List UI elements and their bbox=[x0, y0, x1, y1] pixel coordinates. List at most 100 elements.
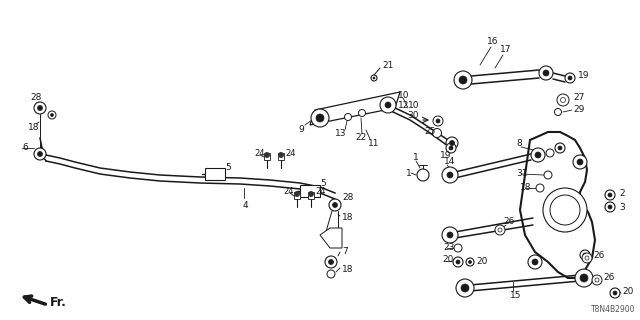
Circle shape bbox=[344, 114, 351, 121]
Circle shape bbox=[446, 143, 456, 153]
Circle shape bbox=[546, 149, 554, 157]
Text: 12: 12 bbox=[398, 100, 410, 109]
Text: 20: 20 bbox=[622, 286, 634, 295]
Circle shape bbox=[605, 190, 615, 200]
Polygon shape bbox=[520, 132, 595, 278]
Text: 21: 21 bbox=[382, 60, 394, 69]
Text: 5: 5 bbox=[225, 163, 231, 172]
Text: 9: 9 bbox=[298, 125, 304, 134]
Text: 24: 24 bbox=[254, 148, 264, 157]
Circle shape bbox=[583, 253, 587, 257]
Circle shape bbox=[449, 146, 453, 150]
Circle shape bbox=[543, 188, 587, 232]
Circle shape bbox=[557, 94, 569, 106]
Circle shape bbox=[371, 75, 377, 81]
Text: 4: 4 bbox=[243, 201, 248, 210]
Text: 28: 28 bbox=[342, 194, 353, 203]
Text: 6: 6 bbox=[22, 143, 28, 153]
Text: 27: 27 bbox=[573, 93, 584, 102]
Circle shape bbox=[595, 278, 599, 282]
Circle shape bbox=[555, 143, 565, 153]
Circle shape bbox=[585, 256, 589, 260]
Text: 26: 26 bbox=[603, 274, 614, 283]
Circle shape bbox=[532, 259, 538, 265]
Bar bbox=[294, 192, 300, 199]
Circle shape bbox=[38, 106, 42, 110]
Circle shape bbox=[34, 148, 46, 160]
Circle shape bbox=[327, 270, 335, 278]
Text: 19: 19 bbox=[578, 70, 589, 79]
Circle shape bbox=[536, 184, 544, 192]
Circle shape bbox=[278, 153, 284, 157]
Text: 17: 17 bbox=[500, 45, 511, 54]
Circle shape bbox=[48, 111, 56, 119]
Text: 24: 24 bbox=[285, 148, 296, 157]
Text: 28: 28 bbox=[30, 93, 42, 102]
Text: 26: 26 bbox=[503, 218, 515, 227]
Circle shape bbox=[316, 114, 324, 122]
Text: 31: 31 bbox=[516, 170, 527, 179]
Circle shape bbox=[328, 260, 333, 265]
Text: 14: 14 bbox=[444, 157, 456, 166]
Circle shape bbox=[433, 116, 443, 126]
Circle shape bbox=[385, 102, 391, 108]
Text: 3: 3 bbox=[619, 203, 625, 212]
Circle shape bbox=[325, 256, 337, 268]
Circle shape bbox=[453, 257, 463, 267]
Circle shape bbox=[565, 73, 575, 83]
Text: 20: 20 bbox=[442, 255, 453, 265]
Circle shape bbox=[447, 172, 453, 178]
Circle shape bbox=[442, 227, 458, 243]
Text: 18: 18 bbox=[342, 266, 353, 275]
Circle shape bbox=[610, 288, 620, 298]
FancyBboxPatch shape bbox=[205, 168, 225, 180]
Circle shape bbox=[358, 109, 365, 116]
Circle shape bbox=[454, 71, 472, 89]
Text: 7: 7 bbox=[342, 247, 348, 257]
Circle shape bbox=[466, 258, 474, 266]
Circle shape bbox=[573, 155, 587, 169]
Text: 30: 30 bbox=[407, 111, 419, 121]
Circle shape bbox=[51, 114, 54, 116]
Text: 8: 8 bbox=[516, 140, 522, 148]
Circle shape bbox=[608, 193, 612, 197]
Bar bbox=[264, 153, 270, 160]
Circle shape bbox=[380, 97, 396, 113]
Circle shape bbox=[264, 153, 269, 157]
Text: 15: 15 bbox=[510, 291, 522, 300]
Circle shape bbox=[417, 169, 429, 181]
Circle shape bbox=[582, 253, 592, 263]
Circle shape bbox=[544, 171, 552, 179]
Circle shape bbox=[539, 66, 553, 80]
Circle shape bbox=[461, 284, 469, 292]
Circle shape bbox=[449, 140, 454, 146]
Text: 1: 1 bbox=[406, 169, 412, 178]
Text: 18: 18 bbox=[28, 124, 40, 132]
Circle shape bbox=[613, 291, 617, 295]
Circle shape bbox=[561, 98, 566, 102]
Circle shape bbox=[436, 119, 440, 123]
Text: 11: 11 bbox=[368, 139, 380, 148]
Text: 1: 1 bbox=[413, 154, 419, 163]
Text: 19: 19 bbox=[440, 151, 451, 161]
Circle shape bbox=[535, 152, 541, 158]
Circle shape bbox=[498, 228, 502, 232]
Circle shape bbox=[433, 129, 442, 138]
Circle shape bbox=[575, 269, 593, 287]
Circle shape bbox=[550, 195, 580, 225]
Circle shape bbox=[333, 203, 337, 207]
Text: 10: 10 bbox=[408, 101, 419, 110]
Circle shape bbox=[442, 167, 458, 183]
Circle shape bbox=[446, 137, 458, 149]
Text: 10: 10 bbox=[398, 91, 410, 100]
Circle shape bbox=[554, 108, 561, 116]
Text: 24: 24 bbox=[283, 188, 294, 196]
Text: 23: 23 bbox=[443, 244, 454, 252]
Text: 22: 22 bbox=[355, 133, 366, 142]
Bar bbox=[278, 153, 284, 160]
FancyBboxPatch shape bbox=[300, 185, 320, 197]
Circle shape bbox=[531, 148, 545, 162]
Text: Fr.: Fr. bbox=[50, 295, 67, 308]
Circle shape bbox=[543, 70, 549, 76]
Circle shape bbox=[454, 244, 462, 252]
